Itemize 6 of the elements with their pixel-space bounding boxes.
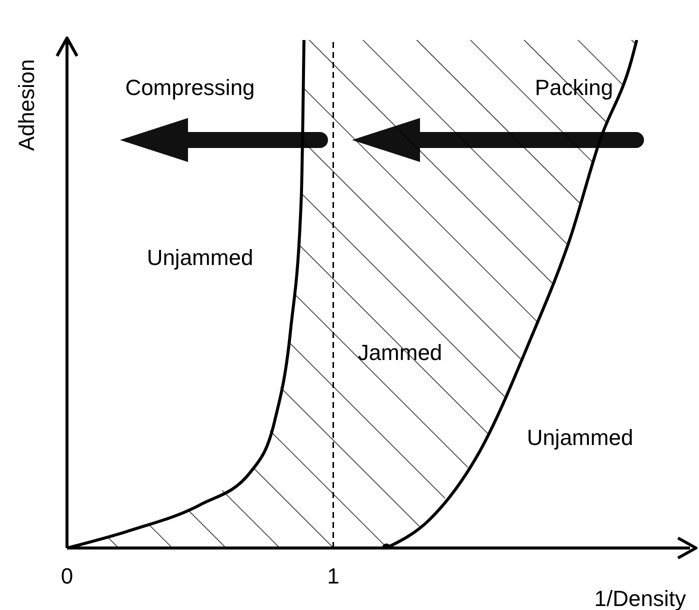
annotation: Unjammed bbox=[526, 425, 634, 450]
x-tick-label: 1 bbox=[327, 564, 340, 589]
x-tick-label: 0 bbox=[60, 564, 74, 589]
annotation: Unjammed bbox=[146, 245, 254, 270]
y-axis-title: Adhesion bbox=[14, 59, 39, 151]
annotation: Compressing bbox=[125, 75, 255, 100]
